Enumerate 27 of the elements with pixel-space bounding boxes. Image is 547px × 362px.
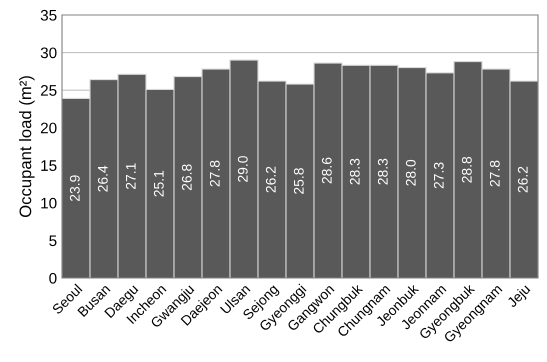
data-label: 28.3 [350,158,360,184]
y-tick-label: 25 [40,85,56,96]
data-label: 26.8 [182,164,192,190]
data-label: 28.3 [378,158,388,184]
y-tick-label: 20 [40,122,57,134]
data-label: 28.6 [322,158,332,184]
data-label: 29.0 [238,156,248,182]
data-label: 28.0 [406,160,416,186]
data-label: 27.8 [490,160,500,186]
data-label: 27.3 [434,162,444,188]
data-label: 26.2 [266,166,276,192]
data-label: 28.8 [462,156,472,183]
y-axis-title: Occupant load (m²) [19,76,35,218]
data-label: 27.1 [126,163,136,189]
y-tick-label: 35 [40,10,56,21]
data-label: 26.4 [98,166,108,192]
y-tick-label: 15 [41,160,56,171]
y-tick-label: 10 [41,198,57,209]
y-tick-label: 0 [49,272,57,284]
data-label: 23.9 [70,175,80,202]
data-label: 25.1 [154,170,164,197]
y-tick-label: 5 [49,235,56,246]
x-tick-label: Jeju [506,284,533,310]
data-label: 27.8 [210,160,220,186]
y-tick-label: 30 [40,47,57,58]
data-label: 26.2 [518,166,528,192]
data-label: 25.8 [294,168,304,194]
